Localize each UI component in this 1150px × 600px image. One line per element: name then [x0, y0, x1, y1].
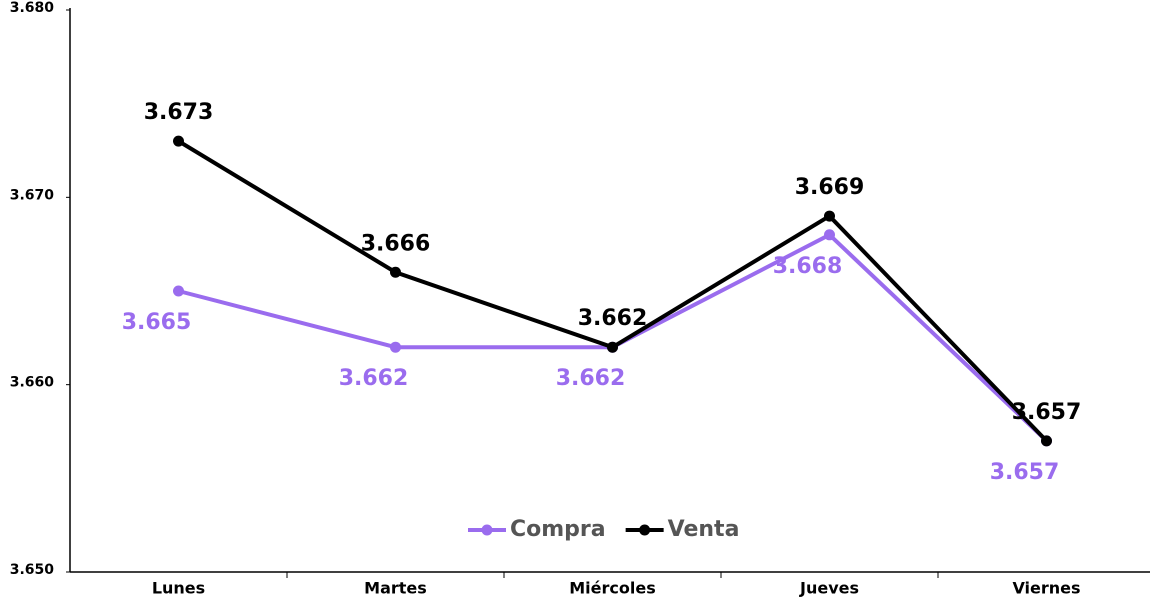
data-label: 3.668 — [773, 254, 843, 279]
data-point — [390, 266, 401, 278]
data-point — [173, 135, 184, 147]
data-label: 3.669 — [795, 175, 865, 200]
data-label: 3.673 — [144, 100, 214, 125]
data-point — [824, 210, 835, 222]
legend-marker — [481, 524, 493, 536]
legend-label: Venta — [668, 517, 740, 542]
series-line — [177, 232, 1048, 443]
data-point — [1041, 435, 1052, 447]
data-label: 3.665 — [122, 310, 192, 335]
data-label: 3.662 — [339, 366, 409, 391]
y-tick-label: 3.650 — [10, 562, 55, 578]
x-tick-label: Miércoles — [569, 579, 655, 598]
x-tick-label: Martes — [364, 579, 427, 598]
x-tick-label: Lunes — [152, 579, 205, 598]
y-tick-label: 3.680 — [10, 0, 55, 16]
x-tick-label: Viernes — [1012, 579, 1080, 598]
legend-marker — [639, 524, 651, 536]
y-tick-label: 3.660 — [10, 375, 55, 391]
series-line — [177, 139, 1048, 443]
y-tick-label: 3.670 — [10, 187, 55, 203]
data-label: 3.657 — [990, 460, 1060, 485]
x-tick-label: Jueves — [799, 579, 859, 598]
data-label: 3.666 — [361, 231, 431, 256]
data-point — [173, 285, 184, 297]
data-label: 3.662 — [578, 306, 648, 331]
data-label: 3.657 — [1012, 400, 1082, 425]
data-point — [824, 229, 835, 241]
legend-label: Compra — [510, 517, 606, 542]
data-point — [390, 341, 401, 353]
data-point — [607, 341, 618, 353]
data-label: 3.662 — [556, 366, 626, 391]
